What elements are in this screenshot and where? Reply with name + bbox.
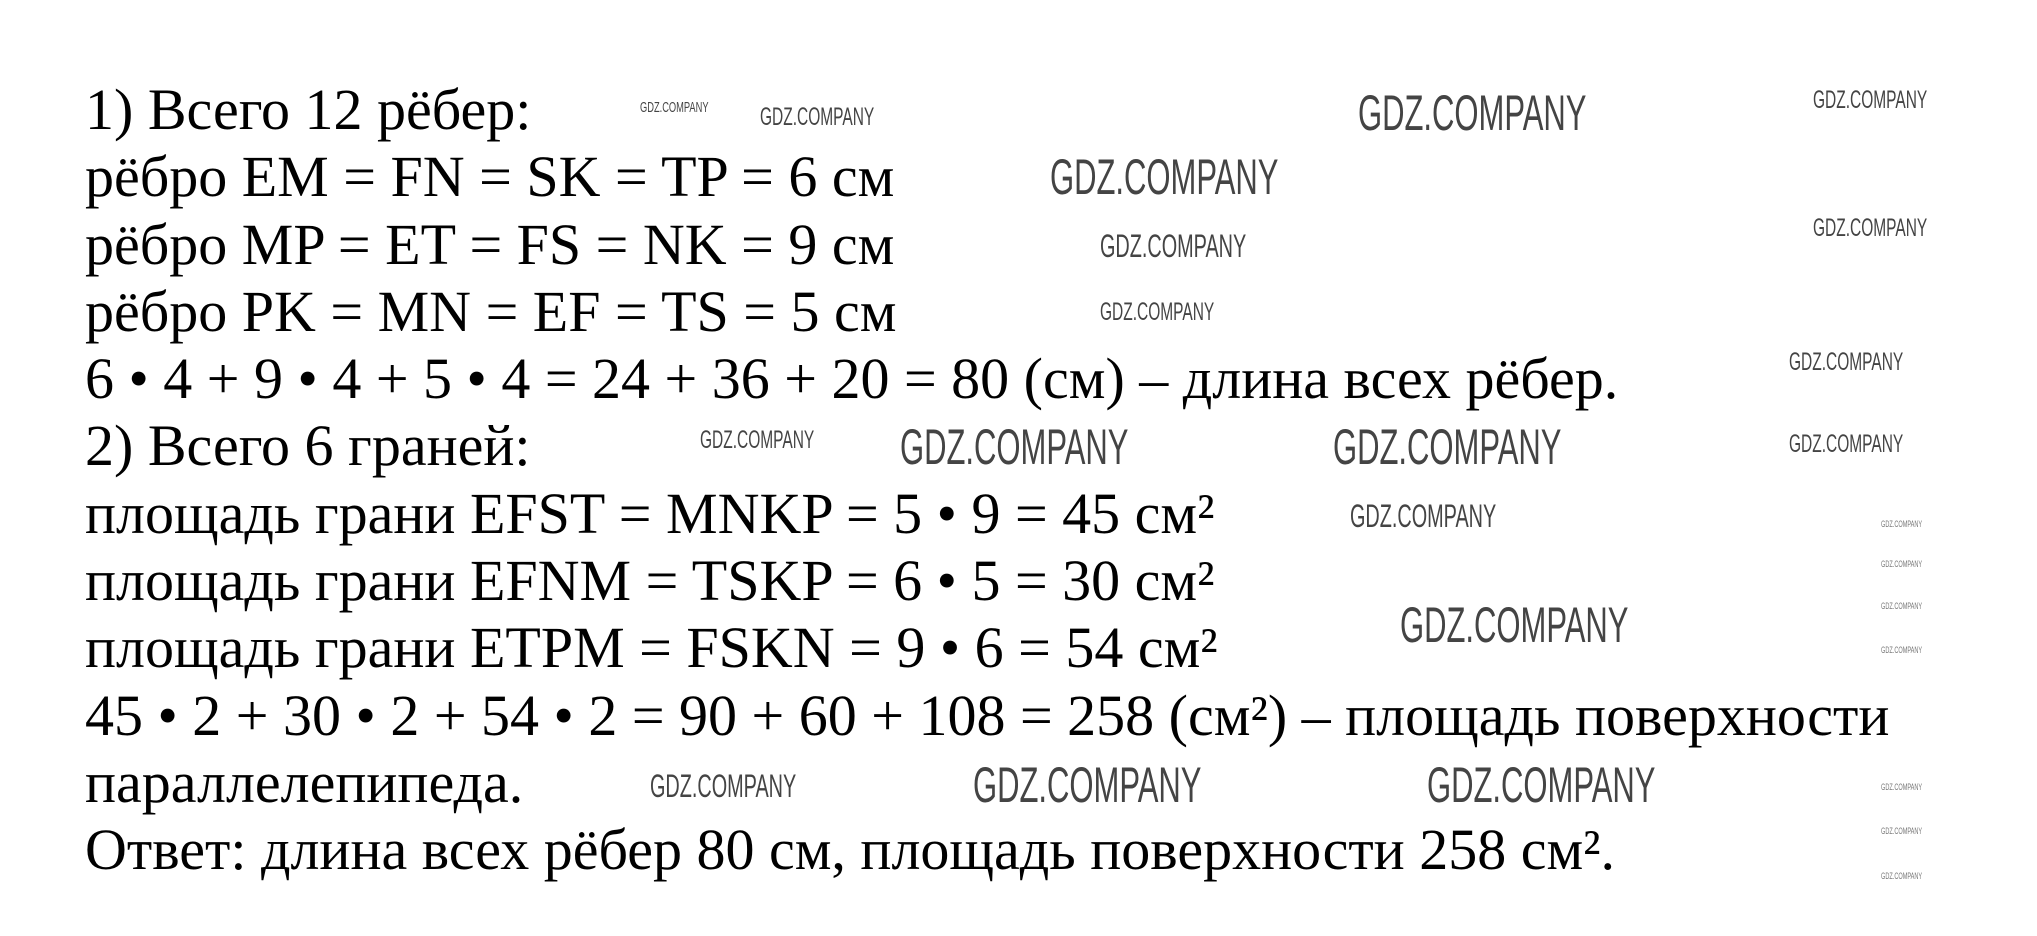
text-line: рёбро MP = ET = FS = NK = 9 см	[85, 211, 895, 277]
watermark: GDZ.COMPANY	[1350, 498, 1497, 534]
watermark: GDZ.COMPANY	[1100, 228, 1247, 264]
watermark: GDZ.COMPANY	[1881, 871, 1923, 881]
watermark: GDZ.COMPANY	[650, 768, 797, 804]
watermark: GDZ.COMPANY	[1358, 85, 1587, 141]
watermark: GDZ.COMPANY	[1427, 757, 1656, 813]
answer-line: Ответ: длина всех рёбер 80 см, площадь п…	[85, 817, 1616, 883]
text-line: площадь грани EFNM = TSKP = 6 • 5 = 30 с…	[85, 548, 1215, 614]
text-line: параллелепипеда.	[85, 749, 524, 815]
solution-text: 1) Всего 12 рёбер: рёбро EM = FN = SK = …	[85, 76, 1889, 884]
watermark: GDZ.COMPANY	[1881, 519, 1923, 529]
text-line: площадь грани EFST = MNKP = 5 • 9 = 45 с…	[85, 480, 1215, 546]
watermark: GDZ.COMPANY	[760, 103, 875, 131]
watermark: GDZ.COMPANY	[1789, 348, 1904, 376]
text-line: рёбро PK = MN = EF = TS = 5 см	[85, 278, 897, 344]
text-line: 2) Всего 6 граней:	[85, 413, 531, 479]
watermark: GDZ.COMPANY	[1813, 86, 1928, 114]
watermark: GDZ.COMPANY	[700, 426, 815, 454]
watermark: GDZ.COMPANY	[1881, 826, 1923, 836]
watermark: GDZ.COMPANY	[1881, 559, 1923, 569]
watermark: GDZ.COMPANY	[1881, 645, 1923, 655]
watermark: GDZ.COMPANY	[1881, 782, 1923, 792]
watermark: GDZ.COMPANY	[1050, 149, 1279, 205]
text-line: рёбро EM = FN = SK = TP = 6 см	[85, 144, 895, 210]
watermark: GDZ.COMPANY	[1789, 430, 1904, 458]
watermark: GDZ.COMPANY	[973, 757, 1202, 813]
watermark: GDZ.COMPANY	[640, 99, 709, 116]
watermark: GDZ.COMPANY	[1881, 601, 1923, 611]
watermark: GDZ.COMPANY	[900, 419, 1129, 475]
text-line: площадь грани ETPM = FSKN = 9 • 6 = 54 с…	[85, 615, 1218, 681]
text-line: 45 • 2 + 30 • 2 + 54 • 2 = 90 + 60 + 108…	[85, 682, 1890, 748]
text-line: 6 • 4 + 9 • 4 + 5 • 4 = 24 + 36 + 20 = 8…	[85, 346, 1619, 412]
watermark: GDZ.COMPANY	[1400, 597, 1629, 653]
watermark: GDZ.COMPANY	[1813, 214, 1928, 242]
text-line: 1) Всего 12 рёбер:	[85, 77, 532, 142]
watermark: GDZ.COMPANY	[1100, 298, 1215, 326]
watermark: GDZ.COMPANY	[1333, 419, 1562, 475]
